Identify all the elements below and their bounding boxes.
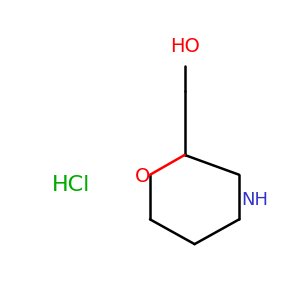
Text: O: O <box>135 167 150 186</box>
Text: NH: NH <box>241 190 268 208</box>
Text: HO: HO <box>170 37 200 56</box>
Text: HCl: HCl <box>52 175 90 195</box>
